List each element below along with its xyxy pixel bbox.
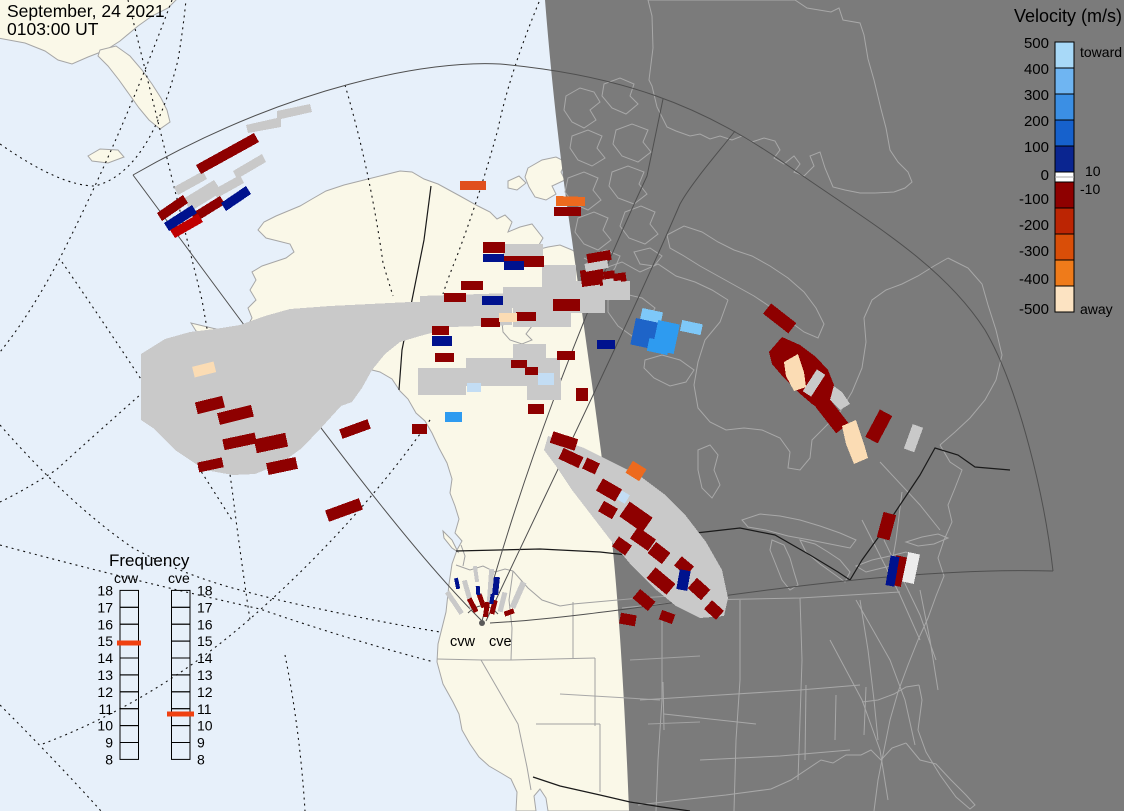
- svg-text:13: 13: [197, 667, 213, 683]
- svg-text:18: 18: [197, 583, 213, 599]
- svg-text:200: 200: [1024, 113, 1049, 130]
- svg-text:10: 10: [197, 718, 213, 734]
- svg-text:Frequency: Frequency: [109, 551, 190, 570]
- svg-text:12: 12: [197, 684, 213, 700]
- svg-text:400: 400: [1024, 61, 1049, 78]
- svg-text:17: 17: [197, 599, 213, 615]
- svg-text:0: 0: [1041, 167, 1049, 184]
- svg-text:11: 11: [98, 701, 113, 717]
- svg-text:8: 8: [197, 752, 205, 768]
- svg-text:-200: -200: [1019, 217, 1049, 234]
- svg-text:12: 12: [97, 684, 113, 700]
- svg-text:15: 15: [97, 633, 113, 649]
- svg-text:cvw: cvw: [114, 570, 139, 586]
- svg-text:15: 15: [197, 633, 213, 649]
- svg-text:-300: -300: [1019, 243, 1049, 260]
- svg-text:-500: -500: [1019, 301, 1049, 318]
- svg-text:toward: toward: [1080, 44, 1122, 60]
- svg-text:10: 10: [97, 718, 113, 734]
- svg-text:8: 8: [105, 752, 113, 768]
- svg-text:cve: cve: [168, 570, 190, 586]
- svg-text:10: 10: [1085, 163, 1101, 179]
- svg-text:100: 100: [1024, 139, 1049, 156]
- svg-text:-10: -10: [1080, 181, 1100, 197]
- svg-text:500: 500: [1024, 35, 1049, 52]
- svg-text:16: 16: [197, 616, 213, 632]
- svg-text:9: 9: [197, 735, 205, 751]
- svg-text:300: 300: [1024, 87, 1049, 104]
- svg-text:11: 11: [197, 701, 212, 717]
- svg-text:18: 18: [97, 583, 113, 599]
- svg-text:16: 16: [97, 616, 113, 632]
- svg-text:17: 17: [97, 599, 113, 615]
- svg-text:13: 13: [97, 667, 113, 683]
- svg-text:away: away: [1080, 301, 1113, 317]
- svg-text:-100: -100: [1019, 191, 1049, 208]
- svg-text:Velocity (m/s): Velocity (m/s): [1014, 6, 1122, 26]
- svg-text:14: 14: [97, 650, 113, 666]
- svg-text:9: 9: [105, 735, 113, 751]
- svg-text:14: 14: [197, 650, 213, 666]
- svg-text:-400: -400: [1019, 271, 1049, 288]
